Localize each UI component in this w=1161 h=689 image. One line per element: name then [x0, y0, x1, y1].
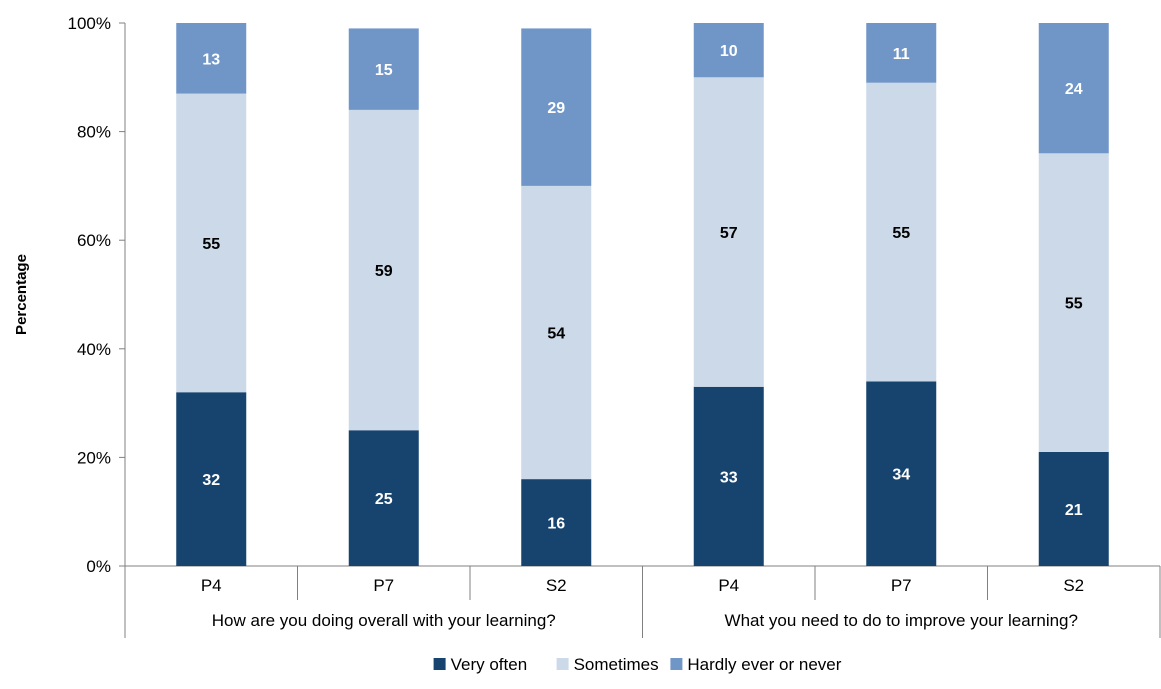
bar-segment [693, 386, 764, 566]
data-label: 15 [375, 62, 393, 79]
x-tick-label: P4 [201, 576, 222, 595]
data-label: 10 [720, 43, 738, 60]
bar-segment [521, 28, 592, 186]
bar-segment [348, 430, 419, 566]
x-tick-label: S2 [1063, 576, 1084, 595]
y-tick-label: 100% [68, 14, 111, 33]
bar-segment [176, 23, 247, 94]
data-label: 32 [202, 472, 220, 489]
x-tick-label: P7 [891, 576, 912, 595]
bar-segment [866, 82, 937, 382]
x-tick-label: P4 [718, 576, 739, 595]
y-tick-label: 60% [77, 231, 111, 250]
bar-segment [176, 93, 247, 393]
bar-segment [1038, 23, 1109, 154]
data-label: 57 [720, 225, 738, 242]
data-label: 25 [375, 491, 393, 508]
bar-segment [1038, 153, 1109, 452]
x-tick-label: S2 [546, 576, 567, 595]
y-tick-label: 80% [77, 123, 111, 142]
group-label: What you need to do to improve your lear… [725, 611, 1078, 630]
bar-segment [866, 381, 937, 566]
data-label: 33 [720, 469, 738, 486]
bar-segment [521, 479, 592, 566]
bar-segment [348, 28, 419, 110]
legend-label: Very often [451, 655, 528, 674]
legend-label: Sometimes [574, 655, 659, 674]
data-label: 34 [892, 467, 910, 484]
data-label: 54 [547, 326, 565, 343]
group-label: How are you doing overall with your lear… [212, 611, 556, 630]
y-axis-title: Percentage [13, 254, 30, 335]
legend-swatch [670, 658, 683, 670]
bar-segment [521, 185, 592, 480]
legend-swatch [433, 658, 446, 670]
bar-segment [866, 23, 937, 83]
bar-segment [693, 23, 764, 78]
bar-segment [348, 109, 419, 431]
data-label: 55 [1065, 296, 1083, 313]
y-tick-label: 0% [86, 557, 111, 576]
data-label: 24 [1065, 81, 1083, 98]
x-tick-label: P7 [373, 576, 394, 595]
legend-label: Hardly ever or never [687, 655, 841, 674]
data-label: 13 [202, 51, 220, 68]
legend-swatch [556, 658, 569, 670]
data-label: 16 [547, 516, 565, 533]
y-tick-label: 40% [77, 340, 111, 359]
bar-segment [176, 392, 247, 566]
data-label: 59 [375, 263, 393, 280]
bar-segment [693, 77, 764, 387]
y-tick-label: 20% [77, 448, 111, 467]
data-label: 11 [893, 46, 910, 63]
data-label: 29 [547, 100, 565, 117]
data-label: 55 [202, 236, 220, 253]
bar-segment [1038, 451, 1109, 566]
data-label: 55 [892, 225, 910, 242]
data-label: 21 [1065, 502, 1083, 519]
